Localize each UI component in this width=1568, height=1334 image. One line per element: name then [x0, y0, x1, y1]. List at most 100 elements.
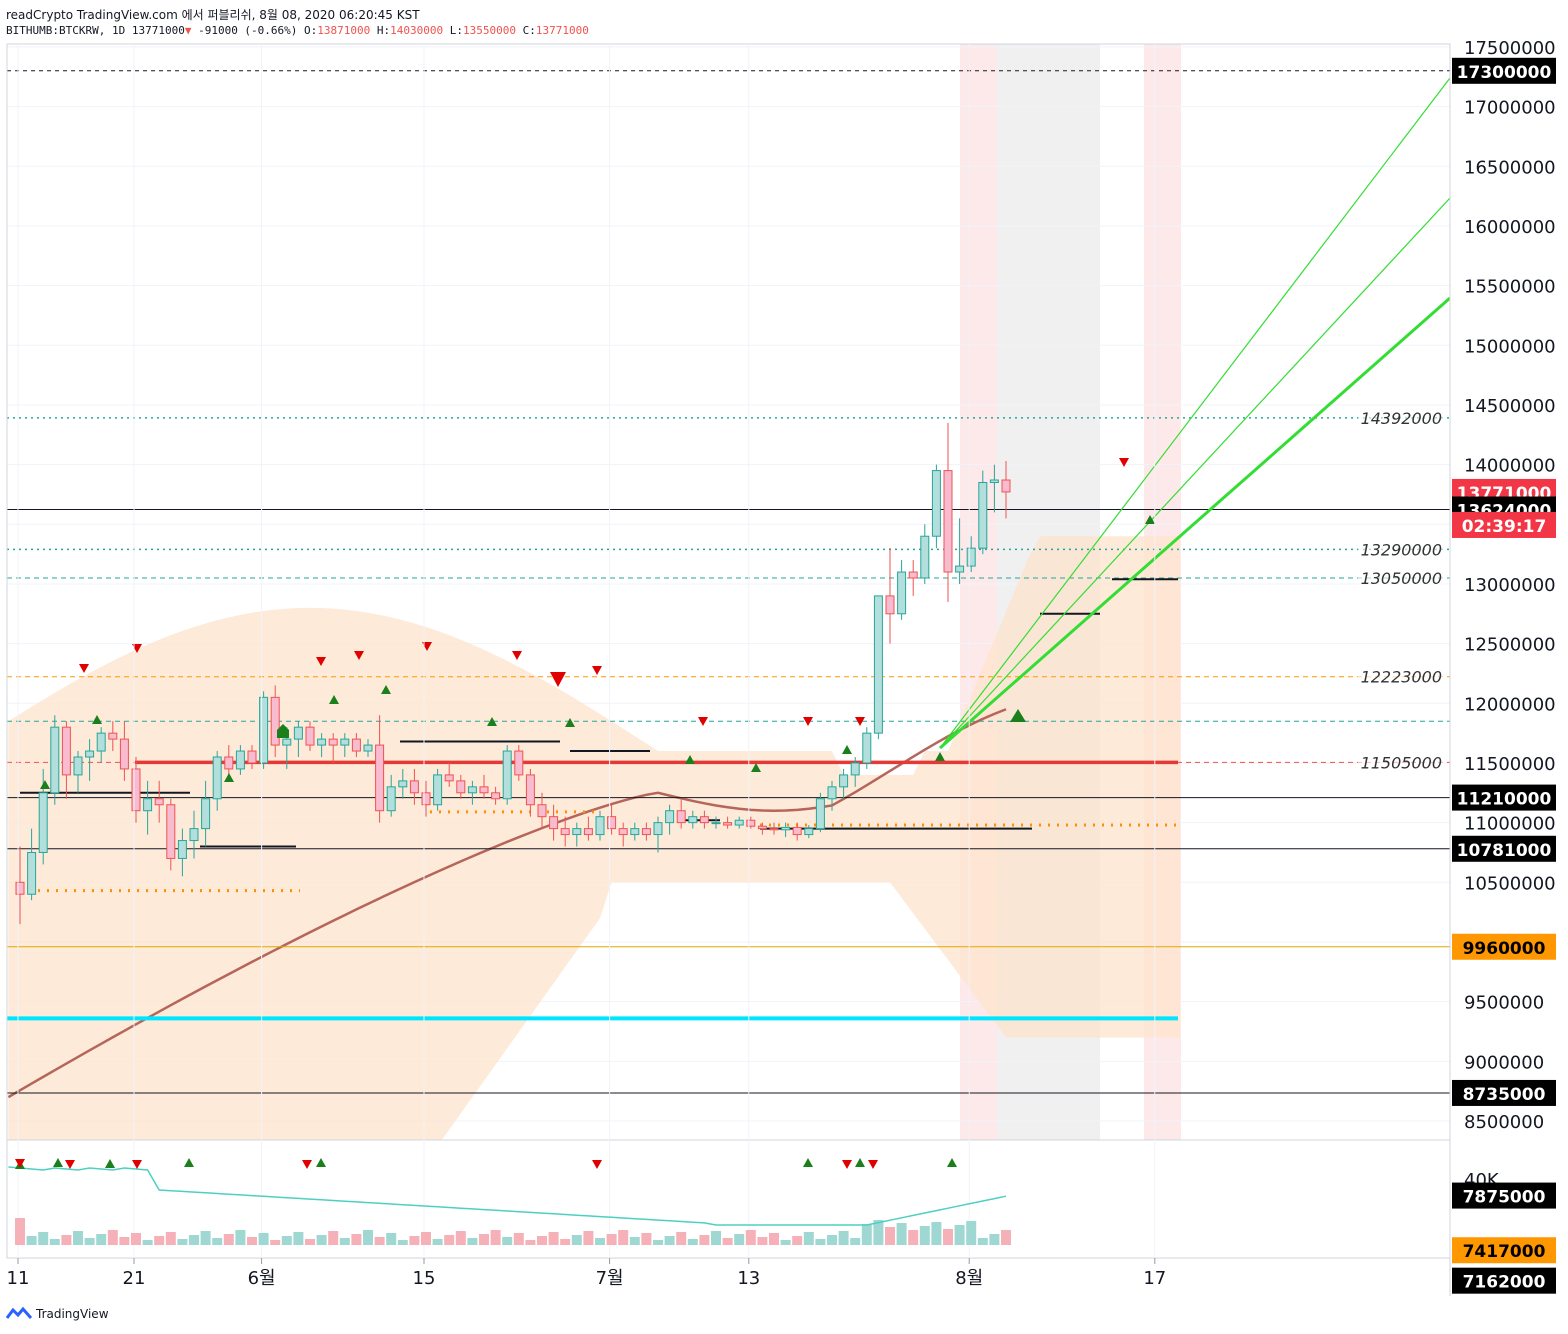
countdown-label: 02:39:17 — [1462, 517, 1547, 537]
candle-body — [653, 822, 663, 836]
candle — [885, 548, 895, 644]
volume-bar — [409, 1236, 420, 1245]
volume-bar — [1001, 1230, 1011, 1245]
volume-average-line — [8, 1166, 1007, 1226]
candle — [456, 774, 466, 799]
trend-line-main — [939, 296, 1450, 750]
candle-body — [931, 470, 941, 537]
volume-bar — [444, 1235, 455, 1245]
sell-signal-arrow — [1119, 458, 1129, 467]
volume-bar — [421, 1232, 431, 1245]
volume-bar — [792, 1236, 803, 1245]
volume-bar — [780, 1240, 791, 1245]
candle — [908, 560, 918, 596]
candle-body — [259, 696, 269, 764]
volume-bar — [722, 1238, 733, 1245]
sell-signal-arrow — [512, 651, 522, 660]
candle-body — [943, 470, 953, 573]
level-label: 12223000 — [1361, 668, 1442, 687]
low-label: L: — [449, 24, 464, 37]
candle — [746, 816, 756, 829]
sell-signal-arrow — [550, 672, 566, 687]
level-label: 14392000 — [1361, 409, 1442, 428]
volume-bar — [629, 1237, 640, 1245]
y-tick-label: 17000000 — [1464, 98, 1556, 119]
volume-bar — [363, 1230, 373, 1245]
trend-line-fan — [939, 197, 1450, 749]
price-badge — [1452, 1079, 1556, 1106]
candle — [723, 816, 733, 829]
candle — [943, 422, 953, 602]
candle-body — [15, 881, 25, 895]
candle — [131, 757, 141, 823]
volume-bar — [84, 1238, 95, 1245]
volume-sell-signal — [65, 1160, 75, 1169]
buy-signal-arrow — [329, 695, 339, 704]
sell-signal-arrow — [698, 717, 708, 726]
candle-body — [270, 696, 280, 746]
candle-body — [699, 816, 709, 824]
candle — [259, 691, 269, 769]
volume-bar — [513, 1233, 524, 1245]
candle-body — [711, 822, 721, 825]
candle-body — [572, 828, 582, 836]
volume-bar — [351, 1234, 362, 1245]
level-label-bg — [1358, 539, 1446, 560]
candle — [966, 536, 976, 573]
candle-body — [166, 804, 176, 859]
volume-bar — [699, 1235, 710, 1245]
candle-body — [746, 819, 756, 827]
candle-body — [247, 750, 257, 764]
candle — [15, 846, 25, 925]
y-tick-label: 13000000 — [1464, 575, 1556, 596]
volume-bar — [908, 1230, 919, 1245]
candle — [769, 822, 779, 835]
buy-signal-arrow — [487, 717, 497, 726]
level-label: 11505000 — [1361, 753, 1442, 772]
candle-body — [885, 595, 895, 615]
y-tick-label: 11500000 — [1464, 754, 1556, 775]
candle-body — [781, 826, 791, 831]
volume-bar — [270, 1240, 281, 1245]
candle-body — [723, 822, 733, 826]
candle-body — [804, 828, 814, 836]
volume-bar — [861, 1224, 872, 1245]
candle-body — [305, 726, 315, 746]
symbol-label: BITHUMB:BTCKRW, 1D — [6, 24, 126, 37]
candle — [177, 828, 187, 877]
volume-bar — [189, 1235, 199, 1245]
price-badge — [1452, 1237, 1556, 1264]
volume-bar — [583, 1231, 594, 1245]
volume-bar — [653, 1240, 663, 1245]
volume-bar — [664, 1236, 675, 1245]
volume-bar — [873, 1220, 884, 1245]
candle-body — [989, 479, 999, 484]
candle — [537, 792, 547, 829]
volume-bar — [560, 1239, 571, 1245]
volume-bar — [397, 1240, 408, 1245]
y-tick-label: 12000000 — [1464, 694, 1556, 715]
level-label-bg — [1358, 407, 1446, 428]
candle-body — [908, 571, 918, 579]
sell-signal-arrow — [354, 651, 364, 660]
low-value: 13550000 — [463, 24, 516, 37]
moving-average-line — [7, 708, 1007, 1099]
candle — [143, 780, 153, 835]
price-badge — [1452, 1182, 1556, 1209]
volume-bar — [548, 1232, 559, 1245]
price-badge-label: 7417000 — [1463, 1242, 1546, 1262]
candle — [815, 792, 825, 833]
candle-body — [212, 756, 222, 800]
candle — [839, 768, 849, 799]
buy-signal-arrow — [565, 718, 575, 727]
volume-bar — [432, 1239, 443, 1245]
price-badge-label: 10781000 — [1457, 841, 1552, 861]
publish-info: readCrypto TradingView.com 에서 퍼블리쉬, 8월 0… — [6, 8, 420, 22]
volume-bar — [142, 1240, 153, 1245]
candle — [305, 721, 315, 752]
sell-signal-arrow — [803, 717, 813, 726]
candle — [955, 518, 965, 584]
volatility-band — [8, 536, 1180, 1140]
candle — [189, 810, 199, 859]
